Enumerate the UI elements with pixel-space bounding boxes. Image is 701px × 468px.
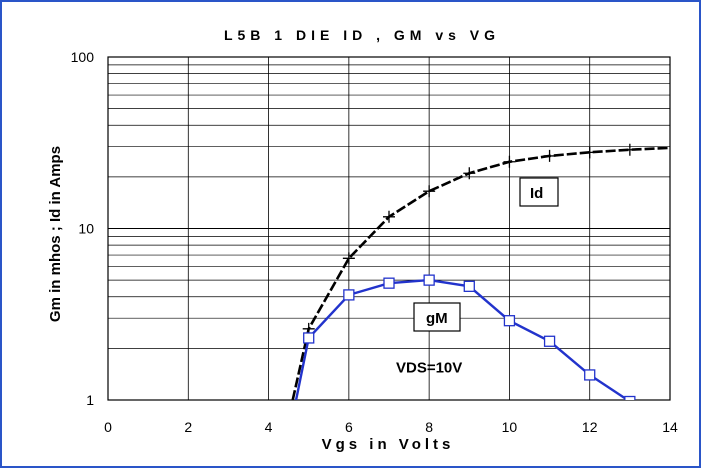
legend-label-id: Id [530,185,543,202]
x-tick-label: 8 [425,419,433,435]
tick-labels: 0 2 4 6 8 10 12 14 1 10 100 [71,49,678,435]
legend-box-id [519,177,559,207]
chart-title: L5B 1 DIE ID , GM vs VG [224,27,500,43]
data-point [463,167,476,180]
data-point [383,277,395,289]
data-point [583,146,596,159]
x-tick-label: 6 [345,419,353,435]
data-point [503,315,516,327]
data-point [584,369,596,381]
grid-lines [107,57,671,401]
series-gm [294,274,636,400]
data-point [423,185,436,198]
data-point [343,289,355,301]
series-line [291,146,670,400]
x-tick-label: 0 [104,419,112,435]
annotation-vds: VDS=10V [396,359,462,376]
data-point [303,332,315,344]
data-point [383,210,395,223]
data-point [623,143,636,156]
y-tick-label: 10 [78,221,94,237]
x-tick-label: 12 [582,419,598,435]
data-point [342,252,355,265]
x-tick-label: 4 [265,419,273,435]
series-id [291,143,670,400]
data-point [423,274,435,286]
y-tick-label: 1 [86,392,94,408]
x-tick-label: 2 [184,419,192,435]
x-axis-label: Vgs in Volts [322,436,455,453]
y-tick-label: 100 [71,49,95,65]
y-axis-label: Gm in mhos ; Id in Amps [47,146,64,322]
legend-label-gm: gM [426,310,448,327]
series-layer [291,143,670,400]
data-point [463,280,475,292]
legend-box-gm [413,302,461,332]
plot-area-border [107,56,671,401]
data-point [624,395,636,400]
data-point [543,149,556,162]
x-tick-label: 10 [502,419,518,435]
data-point [543,335,556,347]
x-tick-label: 14 [662,419,678,435]
data-point [503,155,516,168]
